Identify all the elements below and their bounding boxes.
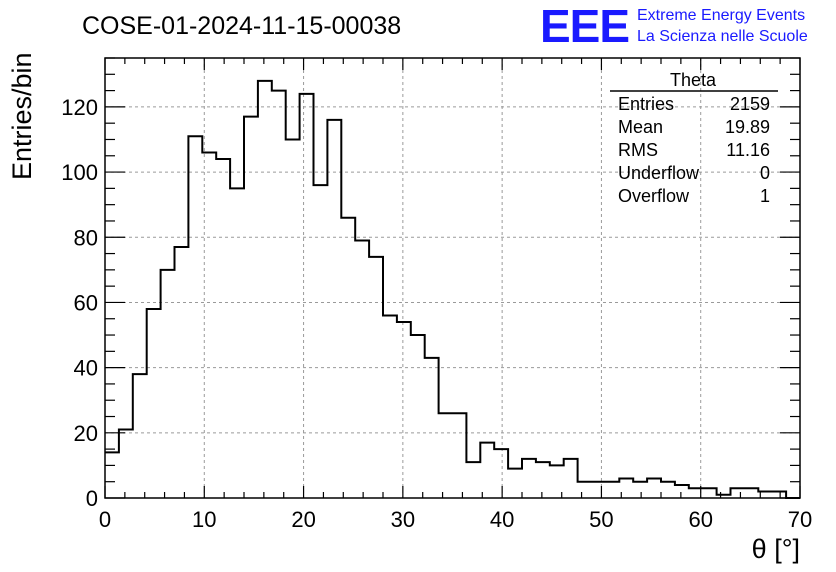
histogram-bin bbox=[300, 94, 314, 498]
histogram-bin bbox=[480, 443, 494, 498]
stats-box: Theta Entries 2159 Mean 19.89 RMS 11.16 Underf… bbox=[610, 70, 778, 206]
histogram-bin bbox=[508, 469, 522, 498]
eee-logo: EEE Extreme Energy Events La Scienza nel… bbox=[540, 0, 808, 52]
x-tick-label: 20 bbox=[291, 507, 315, 532]
grid-lines bbox=[105, 58, 800, 498]
histogram-bin bbox=[188, 136, 202, 498]
stats-row-value: 19.89 bbox=[725, 117, 770, 137]
histogram-bin bbox=[731, 488, 745, 498]
histogram-bin bbox=[133, 374, 147, 498]
logo-line-2: La Scienza nelle Scuole bbox=[637, 28, 808, 45]
stats-row-label: Overflow bbox=[618, 186, 690, 206]
stats-row-label: Entries bbox=[618, 94, 674, 114]
stats-row-label: RMS bbox=[618, 140, 658, 160]
y-axis-label: Entries/bin bbox=[7, 52, 37, 180]
histogram-bin bbox=[675, 485, 689, 498]
x-axis-label: θ [°] bbox=[752, 534, 800, 564]
histogram-bin bbox=[592, 482, 606, 498]
histogram-bin bbox=[258, 81, 272, 498]
histogram-bin bbox=[314, 185, 328, 498]
histogram-bin bbox=[327, 120, 341, 498]
histogram-bin bbox=[425, 358, 439, 498]
x-tick-label: 50 bbox=[589, 507, 613, 532]
stats-rows: Entries 2159 Mean 19.89 RMS 11.16 Underflow 0 Ov… bbox=[618, 94, 770, 206]
histogram-bin bbox=[661, 482, 675, 498]
y-tick-label: 0 bbox=[86, 486, 98, 511]
stats-box-title: Theta bbox=[670, 70, 717, 90]
histogram-bin bbox=[605, 482, 619, 498]
stats-row-value: 2159 bbox=[730, 94, 770, 114]
histogram-bin bbox=[355, 241, 369, 498]
histogram-bin bbox=[453, 413, 467, 498]
x-tick-label: 70 bbox=[788, 507, 812, 532]
x-tick-labels: 0 10 20 30 40 50 60 70 bbox=[99, 507, 812, 532]
stats-row-value: 0 bbox=[760, 163, 770, 183]
y-tick-label: 40 bbox=[74, 356, 98, 381]
histogram-bin bbox=[564, 459, 578, 498]
histogram-bin bbox=[647, 478, 661, 498]
histogram-bin bbox=[633, 482, 647, 498]
stats-row-value: 1 bbox=[760, 186, 770, 206]
y-tick-labels: 0 20 40 60 80 100 120 bbox=[61, 95, 98, 511]
histogram-bin bbox=[272, 91, 286, 498]
x-tick-label: 40 bbox=[490, 507, 514, 532]
histogram-bin bbox=[439, 413, 453, 498]
histogram-bin bbox=[216, 159, 230, 498]
x-tick-label: 0 bbox=[99, 507, 111, 532]
y-tick-label: 100 bbox=[61, 160, 98, 185]
stats-row-label: Mean bbox=[618, 117, 663, 137]
histogram-bin bbox=[703, 488, 717, 498]
histogram-bin bbox=[230, 188, 244, 498]
histogram-bin bbox=[466, 462, 480, 498]
axis-ticks bbox=[104, 57, 801, 499]
histogram-bin bbox=[244, 117, 258, 498]
logo-line-1: Extreme Energy Events bbox=[637, 7, 805, 24]
histogram-bin bbox=[147, 309, 161, 498]
y-tick-label: 80 bbox=[74, 225, 98, 250]
histogram-bin bbox=[175, 247, 189, 498]
x-tick-label: 30 bbox=[391, 507, 415, 532]
histogram-bin bbox=[536, 462, 550, 498]
histogram-bin bbox=[105, 452, 119, 498]
histogram-bin bbox=[383, 315, 397, 498]
y-tick-label: 60 bbox=[74, 290, 98, 315]
histogram-bin bbox=[341, 218, 355, 498]
chart-title: COSE-01-2024-11-15-00038 bbox=[82, 12, 401, 40]
stats-row-label: Underflow bbox=[618, 163, 700, 183]
histogram-bin bbox=[522, 459, 536, 498]
histogram-bins bbox=[105, 81, 786, 498]
histogram-bin bbox=[119, 430, 133, 498]
histogram-bin bbox=[369, 257, 383, 498]
histogram-bin bbox=[578, 482, 592, 498]
histogram-outline bbox=[105, 79, 800, 499]
x-tick-label: 60 bbox=[688, 507, 712, 532]
stats-row-value: 11.16 bbox=[726, 140, 770, 160]
y-tick-label: 20 bbox=[74, 421, 98, 446]
plot-frame bbox=[104, 57, 801, 499]
histogram-bin bbox=[494, 449, 508, 498]
histogram-bin bbox=[161, 270, 175, 498]
histogram-bin bbox=[397, 322, 411, 498]
histogram-bin bbox=[286, 139, 300, 498]
histogram-bin bbox=[411, 335, 425, 498]
logo-mark: EEE bbox=[540, 0, 629, 52]
x-tick-label: 10 bbox=[192, 507, 216, 532]
histogram-bin bbox=[744, 488, 758, 498]
y-tick-label: 120 bbox=[61, 95, 98, 120]
